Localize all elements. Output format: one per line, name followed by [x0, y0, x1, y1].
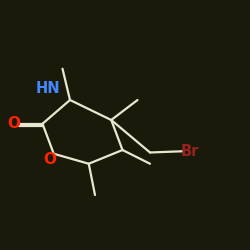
Text: O: O — [44, 152, 57, 168]
Text: O: O — [7, 116, 20, 131]
Text: Br: Br — [181, 144, 199, 159]
Text: HN: HN — [35, 81, 60, 96]
